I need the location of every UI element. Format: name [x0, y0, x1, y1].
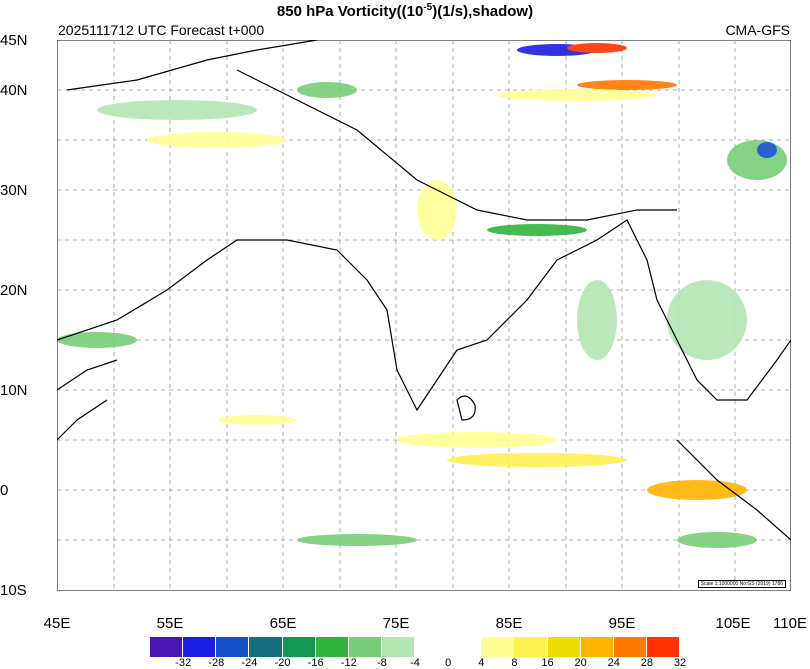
forecast-time: 2025111712 UTC Forecast t+000	[58, 22, 265, 38]
colorbar-swatch	[580, 637, 614, 657]
colorbar-label: 8	[511, 657, 518, 669]
colorbar-label: 4	[478, 657, 485, 669]
colorbar-swatch	[216, 637, 250, 657]
colorbar-label: 24	[607, 657, 620, 669]
lon-label: 65E	[269, 615, 297, 632]
colorbar-label: -16	[307, 657, 324, 669]
lat-label: 10N	[0, 382, 28, 399]
lon-label: 105E	[715, 615, 751, 632]
title-text: 850 hPa Vorticity((10	[276, 3, 424, 20]
colorbar-swatch	[448, 637, 482, 657]
lon-label: 55E	[156, 615, 184, 632]
colorbar-swatch	[249, 637, 283, 657]
vorticity-shading	[57, 43, 787, 548]
lat-label: 10S	[0, 582, 27, 599]
colorbar-swatch	[150, 637, 184, 657]
colorbar-label: -32	[175, 657, 192, 669]
lat-label: 45N	[0, 32, 28, 49]
lon-label: 85E	[495, 615, 523, 632]
colorbar	[150, 637, 680, 657]
colorbar-label: -8	[376, 657, 387, 669]
colorbar-swatch	[481, 637, 515, 657]
colorbar-label: -4	[410, 657, 420, 669]
lon-label: 45E	[43, 615, 71, 632]
colorbar-swatch	[646, 637, 680, 657]
colorbar-label: 32	[673, 657, 687, 669]
lat-label: 20N	[0, 282, 28, 299]
colorbar-label: 28	[640, 657, 653, 669]
colorbar-swatch	[348, 637, 382, 657]
colorbar-swatch	[183, 637, 217, 657]
map-svg	[57, 40, 791, 591]
colorbar-label: -20	[274, 657, 291, 669]
colorbar-label: 0	[445, 657, 452, 669]
colorbar-label: -24	[241, 657, 258, 669]
colorbar-swatch	[547, 637, 581, 657]
colorbar-swatch	[381, 637, 415, 657]
colorbar-swatch	[415, 637, 449, 657]
vorticity-map	[57, 40, 791, 591]
colorbar-label: -28	[208, 657, 225, 669]
colorbar-label: 20	[574, 657, 587, 669]
colorbar-label: -12	[340, 657, 357, 669]
grid	[57, 40, 791, 591]
colorbar-swatch	[613, 637, 647, 657]
colorbar-swatch	[282, 637, 316, 657]
lat-label: 0	[0, 482, 9, 499]
lat-label: 40N	[0, 82, 28, 99]
colorbar-labels: -32 -28 -24 -20 -16 -12 -8 -4 0 4 8 16 20 24 28 32	[150, 657, 686, 669]
lon-label: 75E	[382, 615, 410, 632]
colorbar-label: 16	[541, 657, 554, 669]
coastlines	[57, 40, 791, 541]
map-scale-note: Scale 1:1000000 No:GS (2019) 1786	[697, 580, 786, 588]
title-tail: )(1/s),shadow)	[432, 3, 534, 20]
model-name: CMA-GFS	[725, 22, 790, 38]
colorbar-swatch	[514, 637, 548, 657]
lat-label: 30N	[0, 182, 28, 199]
lon-label: 95E	[608, 615, 636, 632]
chart-title: 850 hPa Vorticity((10-5)(1/s),shadow)	[0, 2, 810, 20]
lon-label: 110E	[773, 615, 807, 632]
title-exponent: -5	[423, 2, 433, 13]
colorbar-swatch	[315, 637, 349, 657]
